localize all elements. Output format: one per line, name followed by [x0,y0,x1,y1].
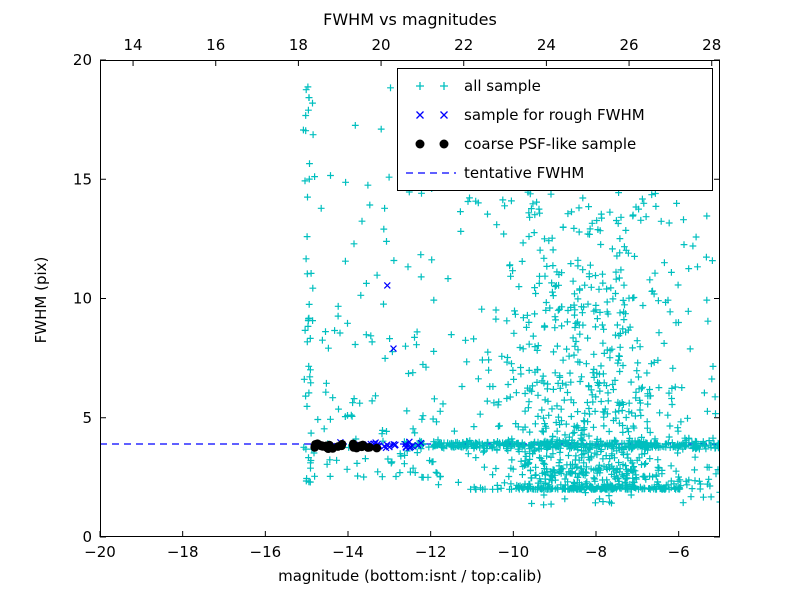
chart-title: FWHM vs magnitudes [323,10,497,29]
plus-marker-icon [416,82,424,90]
y-axis-label: FWHM (pix) [32,257,50,344]
legend-label: sample for rough FWHM [464,106,645,124]
x-bottom-tick-label: −14 [332,543,364,561]
x-bottom-tick-label: −18 [167,543,199,561]
data-layer [100,83,720,509]
dot-marker [356,441,365,451]
dot-marker [365,443,374,452]
dot-marker-icon [415,139,425,149]
legend-label: coarse PSF-like sample [464,135,636,153]
x-top-tick-label: 22 [454,36,473,54]
x-top-tick-label: 18 [289,36,308,54]
x-top-tick-label: 14 [124,36,143,54]
legend-label: tentative FWHM [464,164,584,182]
cross-marker-icon [416,111,424,119]
dot-marker [372,443,382,453]
x-top-tick-label: 28 [702,36,721,54]
x-bottom-tick-label: −20 [84,543,116,561]
x-top-tick-label: 16 [206,36,225,54]
x-bottom-tick-label: −16 [250,543,282,561]
legend: all sample sample for rough FWHM coarse PS… [397,68,713,191]
dot-marker [322,441,331,451]
series-plus-markers [300,83,720,509]
axes-layer: −20 −18 −16 −14 −12 −10 −8 −6 14 16 18 20 22 24 26 28 0 5… [73,36,721,561]
y-tick-label: 20 [73,51,92,69]
y-tick-label: 0 [82,528,92,546]
legend-label: all sample [464,77,541,95]
y-tick-label: 5 [82,409,92,427]
plot-border [100,60,720,537]
legend-box [397,68,713,191]
plus-marker-icon [440,82,448,90]
cross-marker-icon [440,111,448,119]
y-tick-label: 15 [73,170,92,188]
x-bottom-tick-label: −6 [668,543,690,561]
x-bottom-tick-label: −10 [498,543,530,561]
x-top-tick-label: 24 [537,36,556,54]
dot-marker-icon [439,139,449,149]
dot-marker [312,441,322,450]
series-dot-markers [310,439,382,454]
x-bottom-tick-label: −12 [415,543,447,561]
dot-marker [337,441,346,451]
x-top-tick-label: 20 [372,36,391,54]
x-bottom-tick-label: −8 [585,543,607,561]
x-top-tick-label: 26 [620,36,639,54]
x-axis-label: magnitude (bottom:isnt / top:calib) [278,567,542,585]
y-tick-label: 10 [73,290,92,308]
